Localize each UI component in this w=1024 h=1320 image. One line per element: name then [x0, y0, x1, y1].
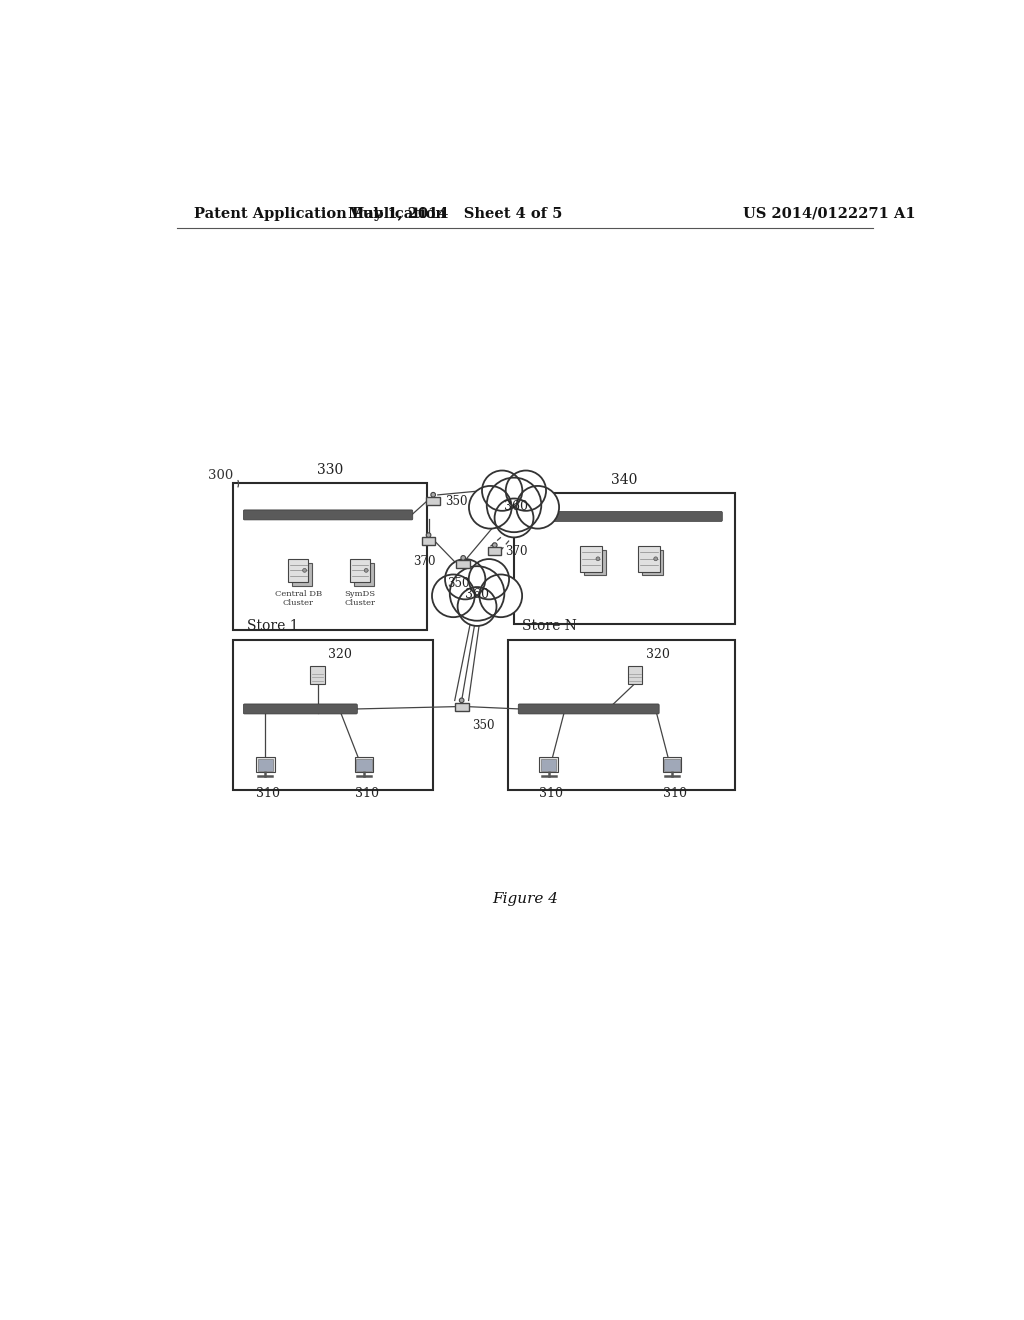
FancyBboxPatch shape [584, 550, 605, 576]
FancyBboxPatch shape [488, 548, 501, 554]
Text: 310: 310 [663, 787, 687, 800]
Text: 310: 310 [256, 787, 281, 800]
Text: 350: 350 [472, 719, 495, 733]
FancyBboxPatch shape [244, 704, 357, 714]
Text: 360: 360 [504, 500, 527, 513]
FancyBboxPatch shape [457, 560, 470, 568]
Text: 370: 370 [414, 554, 436, 568]
Circle shape [653, 557, 657, 561]
Text: 300: 300 [208, 469, 233, 482]
Circle shape [303, 569, 306, 573]
Circle shape [460, 698, 464, 702]
Circle shape [458, 587, 497, 626]
Text: 370: 370 [506, 545, 528, 557]
Text: 350: 350 [447, 577, 470, 590]
Circle shape [461, 556, 466, 560]
Circle shape [426, 533, 431, 537]
Text: Central DB
Cluster: Central DB Cluster [274, 590, 322, 607]
FancyBboxPatch shape [244, 510, 413, 520]
Circle shape [365, 569, 368, 573]
Text: Store 1: Store 1 [247, 619, 298, 634]
Circle shape [516, 486, 559, 528]
Text: 350: 350 [444, 495, 467, 508]
Circle shape [493, 543, 497, 548]
FancyBboxPatch shape [581, 546, 602, 572]
FancyBboxPatch shape [638, 546, 659, 572]
Text: 320: 320 [646, 648, 670, 661]
FancyBboxPatch shape [528, 511, 722, 521]
FancyBboxPatch shape [663, 758, 681, 772]
Text: SymDS
Cluster: SymDS Cluster [344, 590, 376, 607]
Text: Patent Application Publication: Patent Application Publication [194, 207, 445, 220]
FancyBboxPatch shape [292, 562, 312, 586]
Text: May 1, 2014   Sheet 4 of 5: May 1, 2014 Sheet 4 of 5 [348, 207, 562, 220]
Circle shape [482, 470, 522, 511]
Circle shape [469, 486, 512, 528]
Text: 320: 320 [329, 648, 352, 661]
FancyBboxPatch shape [514, 494, 735, 624]
Text: 310: 310 [354, 787, 379, 800]
Circle shape [445, 560, 485, 599]
FancyBboxPatch shape [422, 537, 435, 545]
FancyBboxPatch shape [233, 483, 427, 630]
FancyBboxPatch shape [455, 702, 469, 710]
FancyBboxPatch shape [541, 759, 556, 771]
FancyBboxPatch shape [356, 759, 372, 771]
FancyBboxPatch shape [540, 758, 558, 772]
Circle shape [469, 560, 509, 599]
FancyBboxPatch shape [628, 665, 642, 684]
Circle shape [486, 478, 542, 532]
FancyBboxPatch shape [256, 758, 274, 772]
FancyBboxPatch shape [665, 759, 680, 771]
Circle shape [479, 574, 522, 618]
FancyBboxPatch shape [354, 562, 374, 586]
FancyBboxPatch shape [642, 550, 664, 576]
Circle shape [432, 574, 475, 618]
FancyBboxPatch shape [310, 665, 325, 684]
Circle shape [431, 492, 435, 498]
FancyBboxPatch shape [289, 558, 308, 582]
Text: US 2014/0122271 A1: US 2014/0122271 A1 [742, 207, 915, 220]
FancyBboxPatch shape [233, 640, 433, 789]
Circle shape [495, 499, 534, 537]
FancyBboxPatch shape [518, 704, 659, 714]
Circle shape [506, 470, 546, 511]
Text: 360: 360 [465, 589, 489, 602]
Circle shape [596, 557, 600, 561]
Circle shape [450, 566, 505, 620]
Text: Store N: Store N [521, 619, 577, 634]
FancyBboxPatch shape [354, 758, 373, 772]
FancyBboxPatch shape [426, 498, 440, 506]
FancyBboxPatch shape [258, 759, 273, 771]
Text: 340: 340 [611, 473, 638, 487]
FancyBboxPatch shape [508, 640, 735, 789]
Text: 310: 310 [540, 787, 563, 800]
Text: 330: 330 [316, 463, 343, 478]
Text: Figure 4: Figure 4 [492, 892, 558, 906]
FancyBboxPatch shape [350, 558, 370, 582]
